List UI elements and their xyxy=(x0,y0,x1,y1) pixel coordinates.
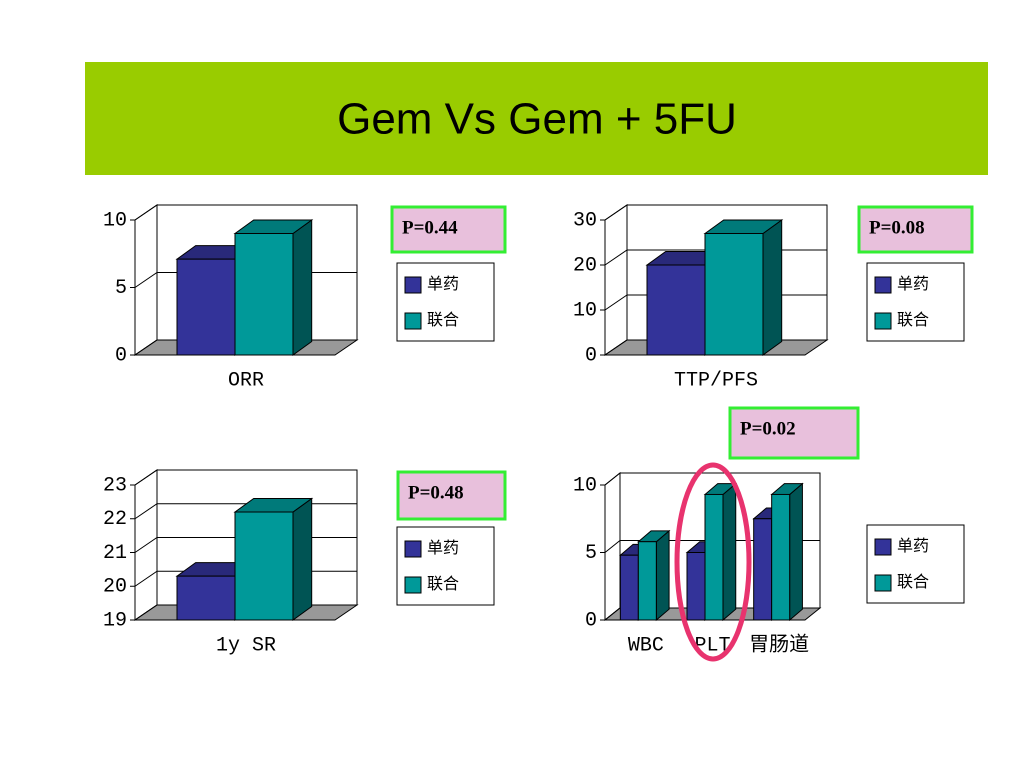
y-tick-label: 22 xyxy=(103,508,127,531)
y-tick-label: 5 xyxy=(115,277,127,300)
x-tick-label: TTP/PFS xyxy=(674,369,758,392)
p-value: P=0.48 xyxy=(408,482,464,503)
bar xyxy=(234,233,294,356)
grid-line xyxy=(134,204,357,221)
charts: 0510ORR单药联合P=0.440102030TTP/PFS单药联合P=0.0… xyxy=(103,204,974,657)
y-tick-label: 10 xyxy=(573,474,597,497)
p-value-box xyxy=(396,470,507,521)
p-value-box xyxy=(728,406,860,460)
legend-swatch xyxy=(404,540,422,558)
y-tick-label: 30 xyxy=(573,209,597,232)
bar xyxy=(704,233,764,356)
bar xyxy=(637,541,657,621)
grid-line xyxy=(604,472,820,486)
legend-swatch xyxy=(874,276,892,294)
legend-label: 单药 xyxy=(427,275,459,293)
bar xyxy=(686,552,706,621)
bar xyxy=(234,511,294,621)
bar-side xyxy=(292,497,313,621)
y-tick-label: 20 xyxy=(573,254,597,277)
legend-label: 联合 xyxy=(897,573,929,591)
x-tick-label: 1y SR xyxy=(216,634,276,657)
legend-swatch xyxy=(874,312,892,330)
bar xyxy=(619,554,639,621)
grid-line xyxy=(604,204,827,221)
bar xyxy=(753,518,773,621)
y-tick-label: 21 xyxy=(103,542,127,565)
legend-label: 联合 xyxy=(427,575,459,593)
p-value: P=0.02 xyxy=(740,418,796,439)
p-value: P=0.44 xyxy=(402,217,458,238)
x-tick-label: ORR xyxy=(228,369,264,392)
legend-label: 单药 xyxy=(427,539,459,557)
side-wall xyxy=(604,204,628,356)
x-tick-label: WBC xyxy=(628,634,664,657)
legend-label: 单药 xyxy=(897,537,929,555)
bar xyxy=(704,493,724,621)
title-banner xyxy=(85,62,988,175)
p-value-box xyxy=(857,205,974,254)
y-tick-label: 20 xyxy=(103,576,127,599)
grid-line xyxy=(134,469,357,486)
slide-title: Gem Vs Gem + 5FU xyxy=(337,95,737,144)
y-tick-label: 5 xyxy=(585,542,597,565)
y-tick-label: 23 xyxy=(103,474,127,497)
y-tick-label: 0 xyxy=(115,344,127,367)
legend-swatch xyxy=(404,312,422,330)
y-tick-label: 0 xyxy=(585,609,597,632)
y-tick-label: 10 xyxy=(103,209,127,232)
bar-side xyxy=(655,529,670,622)
bar-side xyxy=(292,219,313,356)
legend-swatch xyxy=(874,574,892,592)
p-value-box xyxy=(390,205,507,254)
x-tick-label: 胃肠道 xyxy=(749,632,809,657)
bar xyxy=(176,575,236,621)
x-tick-label: PLT xyxy=(694,634,730,657)
legend-swatch xyxy=(874,538,892,556)
p-value: P=0.08 xyxy=(869,217,925,238)
bar xyxy=(176,258,236,356)
y-tick-label: 0 xyxy=(585,344,597,367)
legend-swatch xyxy=(404,276,422,294)
highlight-ellipse xyxy=(674,462,752,662)
legend-swatch xyxy=(404,576,422,594)
bar-side xyxy=(722,482,737,622)
legend-label: 单药 xyxy=(897,275,929,293)
bar xyxy=(646,264,706,356)
bar-side xyxy=(789,482,803,622)
legend-label: 联合 xyxy=(897,311,929,329)
bar-side xyxy=(762,219,783,356)
legend-label: 联合 xyxy=(427,311,459,329)
y-tick-label: 19 xyxy=(103,609,127,632)
y-tick-label: 10 xyxy=(573,299,597,322)
bar xyxy=(771,493,791,621)
